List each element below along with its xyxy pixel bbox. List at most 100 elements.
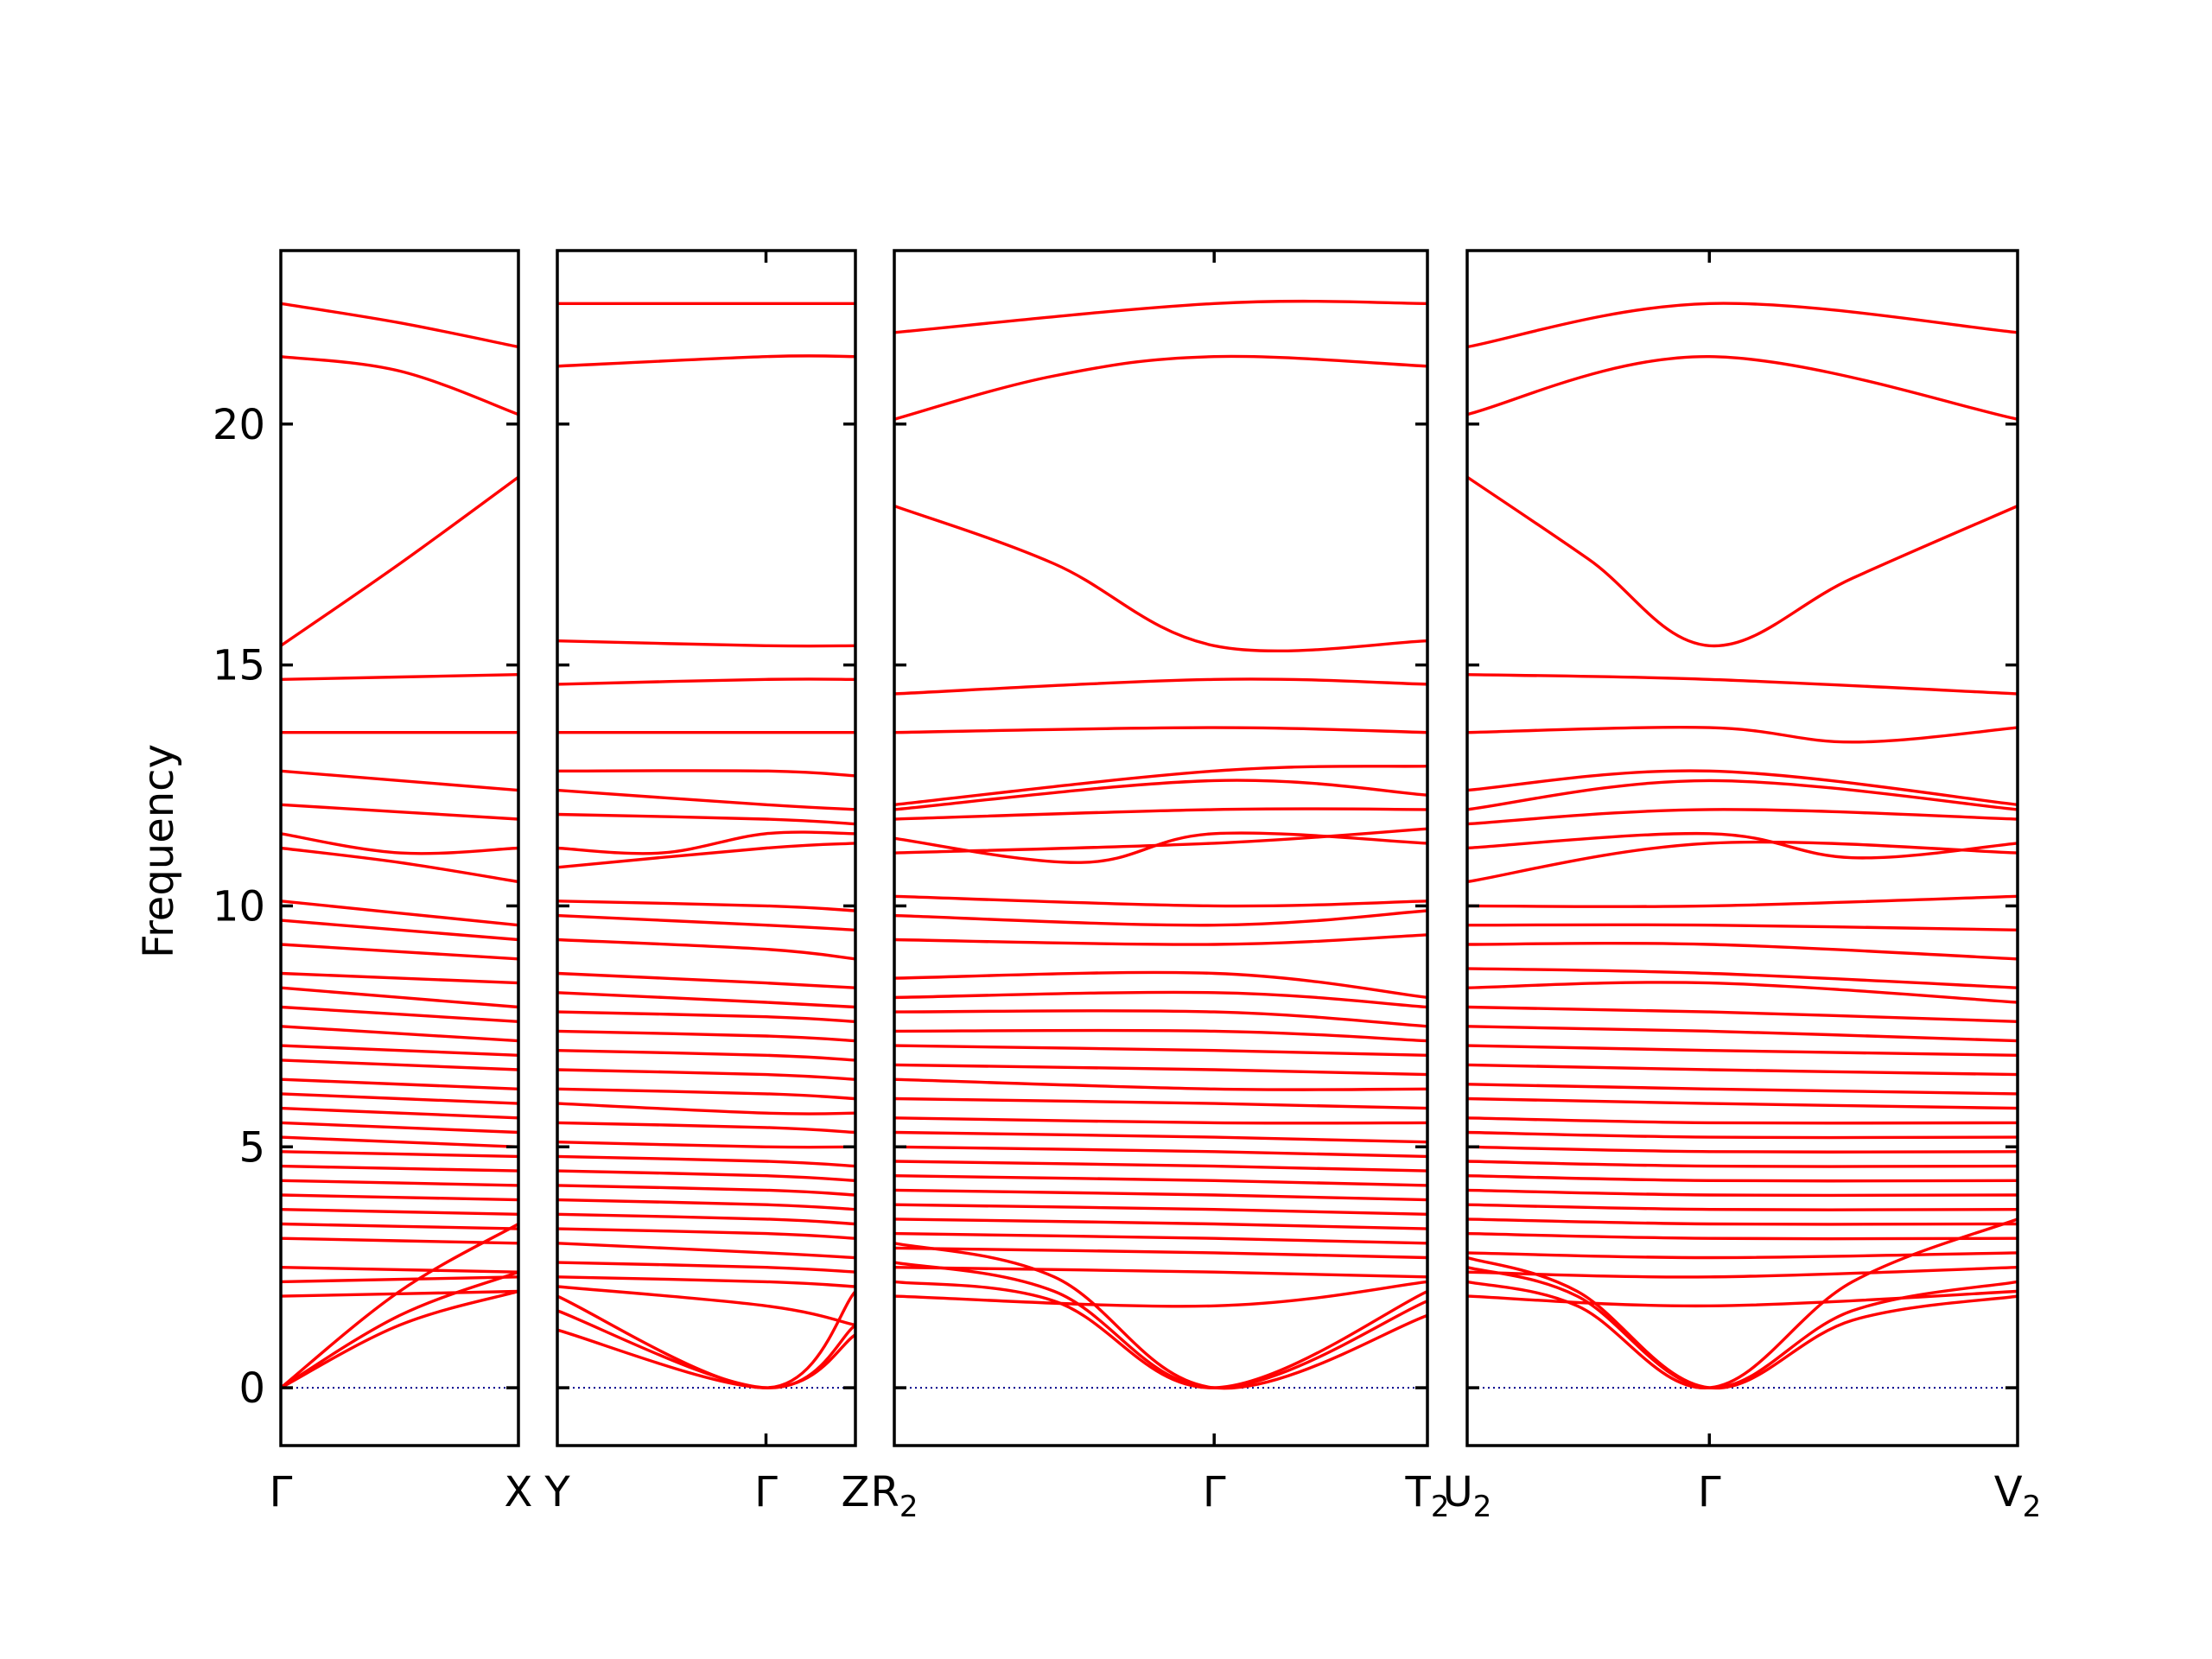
band-30 xyxy=(1467,1231,2018,1241)
band-3 xyxy=(557,639,855,648)
band-36 xyxy=(281,1289,518,1389)
band-16 xyxy=(557,1010,855,1023)
band-15 xyxy=(1467,981,2018,1004)
band-34 xyxy=(894,1280,1427,1389)
band-10 xyxy=(557,842,855,869)
band-36 xyxy=(1467,1255,2018,1390)
band-29 xyxy=(557,1227,855,1240)
q-point-label: Z xyxy=(842,1468,870,1516)
band-25 xyxy=(894,1160,1427,1173)
band-20 xyxy=(281,1092,518,1105)
band-28 xyxy=(1467,1203,2018,1211)
band-22 xyxy=(281,1121,518,1135)
band-4 xyxy=(894,677,1427,696)
band-14 xyxy=(894,970,1427,1000)
band-11 xyxy=(557,899,855,912)
band-12 xyxy=(281,943,518,961)
band-27 xyxy=(281,1193,518,1202)
band-35 xyxy=(281,1270,518,1389)
panel-4: U2 Γ V2 xyxy=(1443,249,2041,1524)
band-10 xyxy=(1467,840,2018,884)
band-19 xyxy=(1467,1063,2018,1077)
band-27 xyxy=(557,1198,855,1211)
band-17 xyxy=(557,1029,855,1043)
band-22 xyxy=(557,1121,855,1135)
band-24 xyxy=(894,1145,1427,1159)
band-4 xyxy=(281,673,518,681)
q-point-label: Γ xyxy=(1698,1468,1721,1516)
band-16 xyxy=(281,1025,518,1043)
band-28 xyxy=(281,1208,518,1216)
y-axis: 0 5 10 15 20 xyxy=(213,401,265,1413)
panel-frame xyxy=(893,249,1429,1447)
band-26 xyxy=(894,1174,1427,1187)
y-axis-label: Frequency xyxy=(135,744,183,958)
band-8 xyxy=(281,832,518,855)
band-32 xyxy=(281,1275,518,1284)
band-33 xyxy=(894,1280,1427,1308)
panel-frame xyxy=(1465,249,2019,1447)
bands xyxy=(281,302,518,1389)
band-28 xyxy=(557,1212,855,1226)
band-28 xyxy=(894,1203,1427,1216)
band-9 xyxy=(1467,831,2018,860)
y-tick-label: 10 xyxy=(213,882,265,931)
band-8 xyxy=(557,812,855,826)
band-34 xyxy=(281,1222,518,1389)
band-15 xyxy=(894,990,1427,1009)
band-1 xyxy=(894,299,1427,334)
band-4 xyxy=(1467,673,2018,696)
band-6 xyxy=(281,769,518,792)
band-35 xyxy=(1467,1266,2018,1389)
band-24 xyxy=(281,1150,518,1159)
band-14 xyxy=(557,971,855,989)
y-tick-label: 0 xyxy=(238,1364,265,1413)
band-32 xyxy=(557,1275,855,1288)
band-23 xyxy=(281,1135,518,1148)
band-7 xyxy=(894,779,1427,811)
band-2 xyxy=(281,355,518,416)
band-32 xyxy=(894,1266,1427,1279)
band-11 xyxy=(281,918,518,942)
band-12 xyxy=(1467,923,2018,931)
band-8 xyxy=(1467,808,2018,826)
band-30 xyxy=(281,1236,518,1245)
q-point-label: Y xyxy=(543,1468,570,1516)
band-17 xyxy=(894,1028,1427,1043)
band-11 xyxy=(1467,894,2018,908)
band-33 xyxy=(1467,1289,2018,1308)
band-1 xyxy=(281,302,518,349)
band-6 xyxy=(894,765,1427,806)
band-5 xyxy=(1467,726,2018,744)
band-31 xyxy=(1467,1251,2018,1260)
band-12 xyxy=(557,913,855,931)
band-26 xyxy=(281,1179,518,1187)
band-14 xyxy=(1467,967,2018,989)
band-35 xyxy=(894,1261,1427,1389)
band-19 xyxy=(281,1077,518,1090)
band-31 xyxy=(281,1266,518,1274)
band-3 xyxy=(1467,475,2018,648)
band-31 xyxy=(894,1246,1427,1260)
y-tick-label: 20 xyxy=(213,401,265,449)
band-23 xyxy=(894,1130,1427,1144)
band-11 xyxy=(894,894,1427,908)
band-5 xyxy=(894,726,1427,734)
panel-frame xyxy=(556,249,857,1447)
band-25 xyxy=(281,1164,518,1173)
bands xyxy=(1467,302,2018,1390)
q-point-label: Γ xyxy=(270,1468,293,1516)
band-19 xyxy=(894,1063,1427,1077)
band-36 xyxy=(557,1328,855,1389)
band-10 xyxy=(281,899,518,927)
band-9 xyxy=(557,830,855,855)
band-36 xyxy=(894,1242,1427,1390)
band-2 xyxy=(1467,354,2018,421)
band-18 xyxy=(894,1044,1427,1057)
band-18 xyxy=(557,1049,855,1062)
band-25 xyxy=(1467,1160,2018,1168)
band-15 xyxy=(557,991,855,1009)
